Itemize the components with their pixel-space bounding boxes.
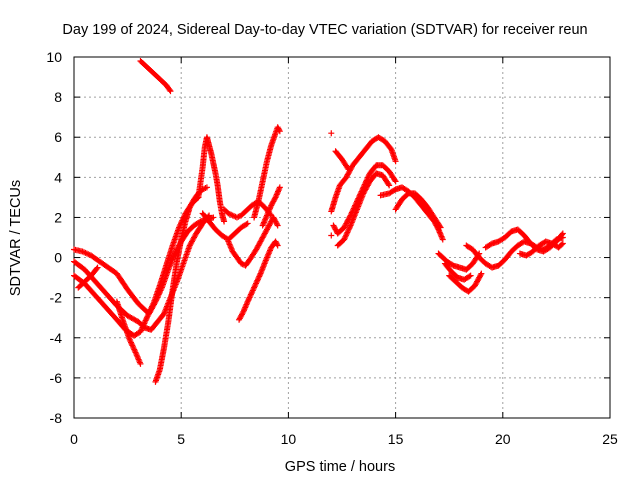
series-track-12 [251, 124, 283, 221]
data-point [385, 181, 392, 188]
axis-ticks: 0 5 10 15 20 25 -8 -6 -4 -2 0 2 4 6 8 10 [46, 49, 618, 447]
series-track-1 [71, 214, 217, 317]
data-point [203, 184, 210, 191]
data-point [239, 310, 246, 317]
series-track-11 [236, 238, 281, 323]
series-track-5 [152, 184, 210, 385]
data-point [558, 231, 565, 238]
data-point [274, 242, 281, 249]
data-point [94, 264, 101, 271]
x-tick-label: 0 [70, 431, 78, 447]
data-point [466, 273, 473, 280]
series-track-13 [259, 184, 283, 229]
data-point [271, 195, 278, 202]
series-track-26 [482, 226, 566, 255]
y-tick-label: 4 [54, 169, 62, 185]
series-track-6 [137, 58, 174, 95]
x-tick-label: 10 [281, 431, 297, 447]
y-tick-label: 0 [54, 250, 62, 266]
x-axis-label: GPS time / hours [285, 459, 395, 475]
data-point [274, 222, 281, 229]
y-tick-label: 2 [54, 209, 62, 225]
plot-frame [73, 56, 611, 419]
y-tick-label: 6 [54, 129, 62, 145]
data-point [559, 230, 566, 237]
y-tick-label: 8 [54, 89, 62, 105]
series-track-14 [328, 134, 399, 215]
grid [74, 57, 610, 418]
series-track-24 [441, 260, 474, 283]
data-point [345, 166, 352, 173]
y-tick-label: 10 [46, 49, 62, 65]
data-point [559, 240, 566, 247]
series-track-7 [195, 134, 228, 225]
data-point [436, 223, 443, 230]
data-points [71, 58, 566, 385]
data-point [243, 221, 250, 228]
data-point [273, 241, 280, 248]
data-point [273, 221, 280, 228]
data-point [437, 224, 444, 231]
data-point [276, 128, 283, 135]
series-track-4 [113, 298, 144, 367]
series-track-17 [332, 148, 352, 173]
series-track-19 [328, 232, 335, 239]
series-track-18 [328, 130, 335, 137]
data-point [210, 214, 217, 221]
data-point [386, 182, 393, 189]
data-point [328, 130, 335, 137]
chart-title: Day 199 of 2024, Sidereal Day-to-day VTE… [62, 22, 587, 38]
data-point [478, 270, 485, 277]
data-point [328, 232, 335, 239]
data-point [167, 88, 174, 95]
series-track-8 [199, 210, 251, 243]
x-tick-label: 15 [388, 431, 404, 447]
series-track-21 [392, 190, 444, 231]
data-point [137, 360, 144, 367]
data-point [439, 236, 446, 243]
series-track-27 [516, 238, 566, 259]
data-point [244, 220, 251, 227]
series-track-15 [330, 162, 399, 237]
data-point [477, 271, 484, 278]
x-tick-label: 20 [495, 431, 511, 447]
data-point [276, 184, 283, 191]
y-tick-label: -4 [50, 330, 63, 346]
x-tick-label: 25 [602, 431, 618, 447]
series-track-16 [334, 170, 393, 249]
data-point [276, 126, 283, 133]
data-point [558, 241, 565, 248]
data-point [344, 165, 351, 172]
data-point [166, 86, 173, 93]
y-tick-label: -6 [50, 370, 63, 386]
y-axis-label: SDTVAR / TECUs [8, 180, 24, 296]
y-tick-label: -2 [50, 290, 63, 306]
x-tick-label: 5 [177, 431, 185, 447]
data-point [467, 272, 474, 279]
data-point [392, 158, 399, 165]
series-track-28 [75, 264, 101, 291]
series-track-23 [446, 270, 485, 295]
data-point [93, 265, 100, 272]
data-point [391, 177, 398, 184]
data-point [392, 178, 399, 185]
y-tick-label: -8 [50, 410, 63, 426]
data-point [221, 218, 228, 225]
series-track-10 [225, 214, 281, 269]
